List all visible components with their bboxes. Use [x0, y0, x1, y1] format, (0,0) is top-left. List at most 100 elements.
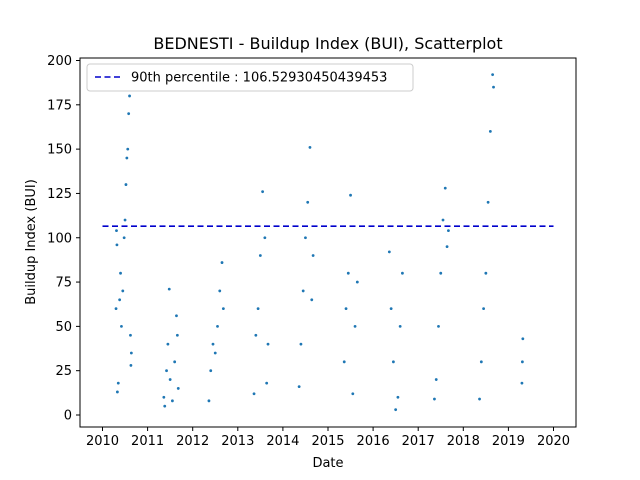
data-point [447, 229, 450, 233]
y-tick-label: 150 [47, 143, 72, 158]
data-point [118, 298, 122, 302]
data-point [119, 271, 122, 275]
data-point [163, 404, 167, 408]
data-point [445, 245, 449, 249]
y-axis-label: Buildup Index (BUI) [24, 179, 39, 305]
data-point [126, 147, 130, 151]
legend-label: 90th percentile : 106.52930450439453 [131, 71, 387, 86]
data-point [115, 390, 119, 394]
data-point [434, 378, 438, 381]
y-tick-label: 25 [55, 364, 72, 379]
legend: 90th percentile : 106.52930450439453 [86, 63, 414, 92]
data-point [488, 130, 492, 133]
data-point [256, 307, 260, 311]
y-tick-label: 125 [47, 187, 72, 202]
data-point [479, 360, 483, 364]
data-point [396, 395, 400, 399]
data-point [173, 360, 177, 364]
data-point [220, 261, 224, 264]
data-point [171, 399, 174, 403]
data-point [478, 397, 481, 401]
data-point [344, 307, 348, 311]
data-point [520, 360, 524, 364]
data-point [297, 385, 301, 389]
data-point [211, 342, 215, 346]
data-point [304, 236, 307, 240]
data-point [308, 145, 312, 149]
data-point [258, 254, 262, 257]
data-point [218, 289, 222, 293]
data-point [129, 363, 133, 367]
data-point [252, 392, 256, 396]
data-point [301, 289, 305, 293]
data-point [114, 307, 118, 311]
data-point [342, 360, 346, 364]
data-point [391, 360, 395, 364]
data-point [122, 236, 126, 240]
data-point [121, 289, 125, 293]
data-point [175, 314, 178, 318]
data-point [349, 193, 352, 197]
data-point [398, 324, 402, 328]
legend-box [86, 63, 414, 92]
y-tick-label: 75 [55, 276, 72, 291]
data-point [128, 94, 131, 98]
data-point [167, 287, 171, 291]
y-tick-label: 200 [47, 54, 72, 69]
data-point [115, 229, 118, 233]
chart-title: BEDNESTI - Buildup Index (BUI), Scatterp… [153, 34, 502, 53]
x-tick-label: 2018 [447, 434, 480, 449]
x-tick-label: 2013 [221, 434, 254, 449]
data-point [266, 342, 270, 346]
data-point [486, 200, 490, 204]
data-point [124, 183, 128, 186]
y-tick-label: 0 [64, 409, 72, 424]
data-point [115, 243, 119, 247]
data-point [482, 307, 485, 311]
data-point [433, 397, 436, 401]
data-point [387, 250, 391, 254]
data-point [443, 186, 447, 190]
x-tick-label: 2017 [402, 434, 435, 449]
data-point [165, 369, 168, 373]
data-point [175, 333, 179, 337]
data-point [394, 408, 398, 412]
data-point [116, 381, 120, 385]
x-tick-label: 2012 [176, 434, 209, 449]
data-point [491, 73, 495, 77]
data-point [310, 298, 314, 302]
y-tick-label: 50 [55, 320, 72, 335]
data-point [125, 156, 129, 160]
data-point [401, 271, 404, 275]
data-point [306, 200, 310, 204]
data-point [265, 381, 269, 385]
data-point [437, 324, 440, 328]
y-axis: 0 25 50 75 100 125 150 175 200 [47, 54, 80, 424]
data-point [263, 236, 267, 240]
x-tick-label: 2016 [357, 434, 390, 449]
plot-frame [79, 57, 577, 428]
data-point [123, 218, 127, 222]
data-point [346, 271, 350, 275]
y-tick-label: 175 [47, 98, 72, 113]
data-point [127, 112, 131, 116]
data-point [520, 381, 524, 385]
x-axis: 2010 2011 2012 2013 2014 2015 2016 2017 2018 2019… [86, 427, 570, 449]
data-points [114, 73, 525, 412]
data-point [129, 351, 133, 355]
x-tick-label: 2010 [86, 434, 119, 449]
data-point [254, 333, 258, 337]
data-point [492, 85, 495, 89]
x-tick-label: 2019 [492, 434, 525, 449]
data-point [120, 324, 123, 328]
data-point [176, 387, 180, 390]
data-point [129, 333, 132, 337]
x-tick-label: 2011 [131, 434, 164, 449]
x-tick-label: 2015 [311, 434, 344, 449]
data-point [389, 307, 393, 311]
x-axis-label: Date [312, 456, 343, 471]
data-point [216, 324, 219, 328]
data-point [355, 280, 359, 284]
x-tick-label: 2020 [537, 434, 570, 449]
